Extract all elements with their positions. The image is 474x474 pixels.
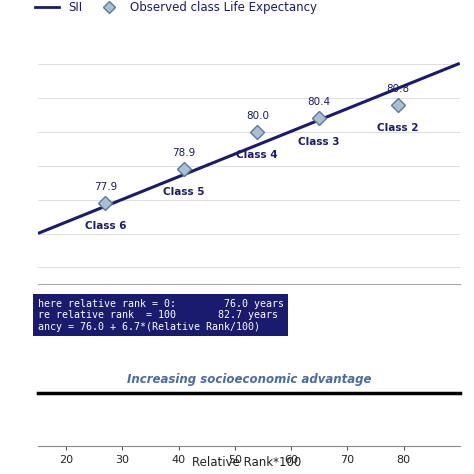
Text: Class 3: Class 3 xyxy=(299,137,340,146)
Text: Class 5: Class 5 xyxy=(164,187,205,197)
Legend: SII, Observed class Life Expectancy: SII, Observed class Life Expectancy xyxy=(36,1,317,14)
Text: Class 2: Class 2 xyxy=(377,123,419,133)
Text: 80.4: 80.4 xyxy=(308,97,331,108)
Text: Class 6: Class 6 xyxy=(85,221,126,231)
Text: Class 4: Class 4 xyxy=(237,150,278,160)
Text: here relative rank = 0:        76.0 years
re relative rank  = 100       82.7 yea: here relative rank = 0: 76.0 years re re… xyxy=(38,299,284,332)
Text: 77.9: 77.9 xyxy=(94,182,117,192)
Text: 80.8: 80.8 xyxy=(386,84,410,94)
Text: 78.9: 78.9 xyxy=(173,148,196,158)
Text: Increasing socioeconomic advantage: Increasing socioeconomic advantage xyxy=(127,373,371,386)
Text: 80.0: 80.0 xyxy=(246,111,269,121)
Text: Relative Rank*100: Relative Rank*100 xyxy=(192,456,301,469)
